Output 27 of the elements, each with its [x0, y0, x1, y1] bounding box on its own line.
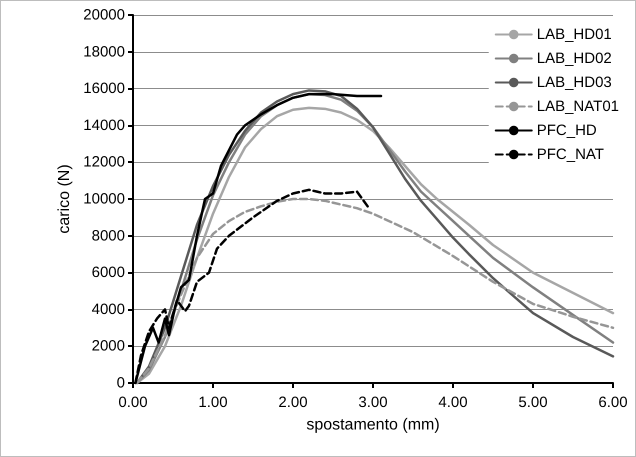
y-tick-label: 20000	[83, 6, 125, 24]
x-tick-label: 4.00	[438, 394, 468, 411]
y-tick-label: 14000	[83, 116, 125, 134]
y-tick-label: 16000	[83, 80, 125, 98]
x-tick-label: 5.00	[518, 394, 548, 411]
y-tick-label: 18000	[83, 43, 125, 60]
y-tick-label: 0	[116, 374, 125, 392]
y-tick-label: 4000	[92, 300, 125, 318]
x-tick-label: 1.00	[198, 394, 228, 411]
x-tick-label: 3.00	[358, 394, 388, 411]
legend-label: LAB_NAT01	[536, 98, 619, 115]
y-tick-label: 8000	[92, 227, 125, 244]
legend-label: PFC_NAT	[536, 146, 604, 163]
x-axis-title: spostamento (mm)	[306, 416, 440, 434]
x-tick-label: 0.00	[118, 394, 148, 411]
y-tick-label: 10000	[83, 190, 125, 208]
y-tick-label: 6000	[92, 264, 125, 282]
y-axis-title: carico (N)	[56, 164, 73, 234]
y-tick-label: 2000	[92, 338, 125, 355]
legend-label: LAB_HD01	[536, 26, 612, 43]
legend-label: LAB_HD02	[536, 50, 612, 67]
legend-label: PFC_HD	[536, 122, 597, 139]
legend-label: LAB_HD03	[536, 74, 612, 91]
x-tick-label: 6.00	[598, 394, 628, 411]
x-tick-label: 2.00	[278, 394, 308, 411]
y-tick-label: 12000	[83, 154, 125, 171]
line-series	[136, 198, 614, 384]
